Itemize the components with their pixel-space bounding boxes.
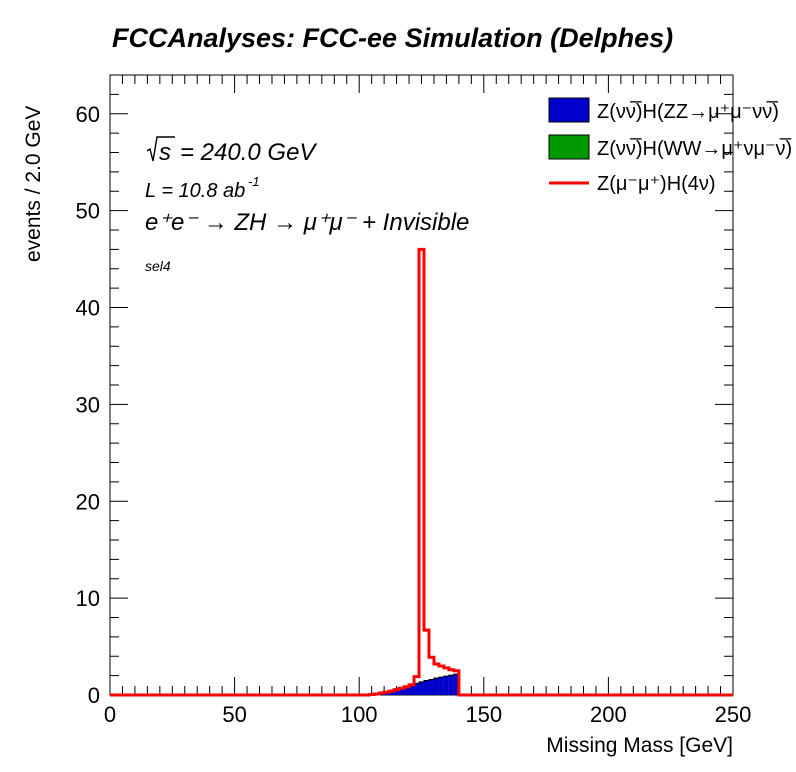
x-tick-label: 200 [590, 702, 627, 727]
selection-annotation: sel4 [145, 258, 171, 274]
hist-bar [419, 681, 424, 695]
hist-bar [453, 674, 459, 695]
x-tick-label: 100 [341, 702, 378, 727]
x-axis-ticks [109, 75, 734, 695]
legend-label-zz: Z(νν̅)H(ZZ→μ⁺μ⁻νν̅) [597, 100, 779, 123]
y-tick-label: 30 [76, 392, 100, 417]
legend-label-ww: Z(νν̅)H(WW→μ⁺νμ⁻ν̅) [597, 137, 792, 160]
x-tick-label: 150 [465, 702, 502, 727]
y-tick-label: 60 [76, 102, 100, 127]
y-tick-label: 40 [76, 296, 100, 321]
legend-label-4nu: Z(μ⁻μ⁺)H(4ν) [597, 173, 716, 195]
hist-bar [384, 692, 390, 695]
luminosity-text: L = 10.8 ab [145, 180, 245, 202]
y-tick-label: 50 [76, 199, 100, 224]
hist-bar [423, 680, 429, 695]
y-axis-title: events / 2.0 GeV [22, 106, 45, 262]
stacked-fill-series [110, 673, 733, 696]
x-tick-label: 250 [715, 702, 752, 727]
hist-line [110, 247, 733, 697]
hist-bar [443, 676, 449, 695]
y-tick-labels: 0 10 20 30 40 50 60 [76, 102, 100, 708]
hist-bar [438, 677, 444, 695]
y-axis-ticks [110, 74, 733, 696]
x-tick-labels: 0 50 100 150 200 250 [104, 702, 751, 727]
hist-bar [414, 683, 420, 695]
sqrt-s-value: = 240.0 GeV [180, 139, 317, 166]
plot-frame [109, 74, 734, 696]
x-tick-label: 50 [222, 702, 246, 727]
line-series [110, 247, 733, 697]
x-tick-label: 0 [104, 702, 116, 727]
legend-swatch-zz [548, 97, 590, 123]
process-annotation: e⁺e⁻ → ZH → μ⁺μ⁻ + Invisible [145, 209, 469, 236]
hist-bar [404, 686, 410, 695]
sqrt-s-symbol: s [159, 139, 171, 166]
hist-bar [389, 691, 395, 695]
y-tick-label: 0 [88, 683, 100, 708]
sqrt-s-annotation: s = 240.0 GeV [146, 136, 317, 166]
hist-bar [399, 688, 405, 695]
sqrt-symbol [146, 136, 175, 162]
hist-bar [394, 689, 400, 695]
y-tick-label: 10 [76, 586, 100, 611]
x-axis-title: Missing Mass [GeV] [546, 734, 733, 757]
hist-bar [448, 675, 454, 695]
legend: Z(νν̅)H(ZZ→μ⁺μ⁻νν̅) Z(νν̅)H(WW→μ⁺νμ⁻ν̅) … [548, 97, 792, 195]
hist-bar [428, 679, 434, 695]
chart-title: FCCAnalyses: FCC-ee Simulation (Delphes) [112, 23, 673, 53]
y-tick-label: 20 [76, 489, 100, 514]
hist-bar [433, 678, 439, 695]
hist-bar [409, 685, 415, 695]
legend-swatch-ww [548, 134, 590, 160]
luminosity-exponent: -1 [248, 174, 260, 189]
luminosity-annotation: L = 10.8 ab -1 [145, 174, 260, 202]
